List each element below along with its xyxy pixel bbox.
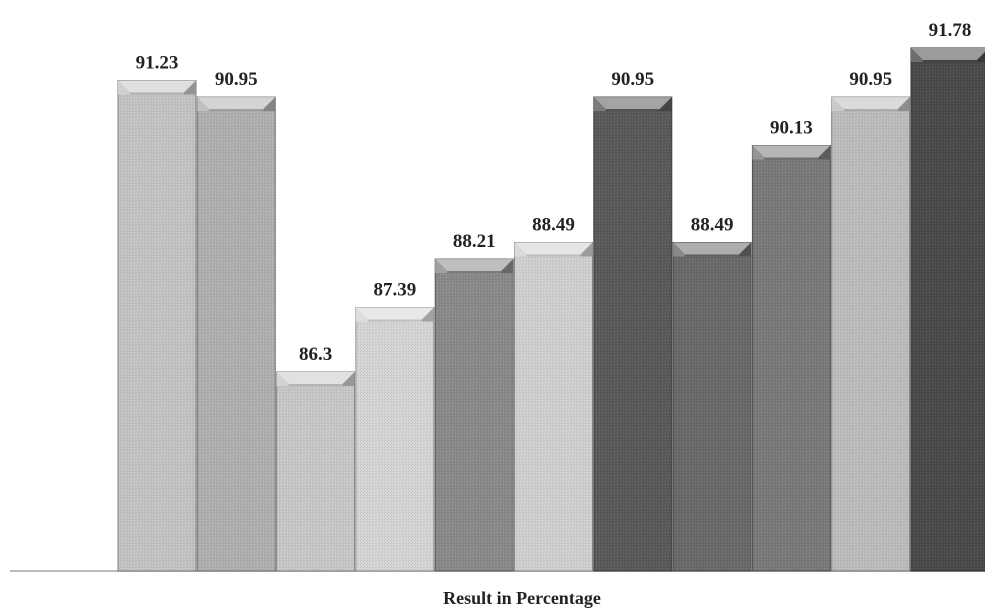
bar-3	[276, 371, 356, 572]
bar-bevel-right	[263, 97, 276, 112]
bar-bevel-top	[276, 372, 355, 384]
bar-bevel-top	[673, 242, 752, 255]
bar-bevel-right	[342, 372, 355, 386]
bar-texture	[435, 259, 514, 571]
bar-5	[434, 258, 514, 572]
bar-bevel-left	[911, 48, 923, 62]
bar-bevel-left	[276, 372, 289, 386]
bar-bevel-face	[288, 384, 343, 386]
bar-bevel-right	[739, 242, 752, 257]
bar-texture	[514, 242, 593, 571]
bar-value-label: 91.78	[929, 20, 972, 41]
x-axis-title: Result in Percentage	[443, 588, 601, 608]
bar-bevel-top	[831, 97, 910, 110]
bar-value-label: 90.95	[611, 69, 654, 90]
bar-bevel-left	[435, 259, 448, 274]
bar-bevel-face	[923, 60, 977, 62]
bar-bevel-face	[526, 254, 581, 257]
bar-value-label: 87.39	[374, 280, 417, 301]
bar-value-label: 88.21	[453, 231, 496, 252]
bar-texture	[276, 372, 355, 571]
bar-value-label: 88.49	[532, 215, 575, 236]
bar-bevel-top	[752, 145, 831, 158]
bar-bevel-right	[421, 307, 434, 322]
bar-7	[593, 96, 673, 572]
bar-bevel-left	[673, 242, 686, 257]
bar-value-label: 91.23	[136, 53, 179, 74]
bar-bevel-top	[118, 80, 196, 93]
bar-bevel-left	[118, 80, 130, 95]
bar-texture	[831, 97, 910, 571]
bar-texture	[118, 80, 196, 571]
bar-bevel-top	[593, 97, 672, 110]
bar-bevel-face	[367, 319, 422, 322]
bar-bevel-right	[659, 97, 672, 112]
bar-value-label: 88.49	[691, 215, 734, 236]
bar-texture	[355, 307, 434, 571]
bar-bevel-face	[130, 92, 184, 95]
bar-bevel-right	[580, 242, 593, 257]
bars-group	[117, 47, 985, 572]
bar-bevel-face	[843, 109, 898, 112]
bar-bevel-right	[897, 97, 910, 112]
value-labels-group: 91.23 90.95 86.3 87.39 88.21 88.49 90.95 88.49 9…	[136, 20, 972, 365]
bar-texture	[673, 242, 752, 571]
bar-texture	[752, 145, 831, 571]
bar-bevel-left	[752, 145, 765, 160]
bar-bevel-left	[593, 97, 606, 112]
bar-bevel-left	[197, 97, 210, 112]
bar-bevel-face	[685, 254, 740, 257]
bar-6	[514, 242, 593, 572]
bar-value-label: 90.13	[770, 118, 813, 139]
bar-bevel-right	[501, 259, 514, 274]
bar-bevel-top	[911, 48, 985, 60]
bar-texture	[911, 48, 985, 571]
bar-bevel-top	[197, 97, 276, 110]
bar-4	[355, 307, 435, 572]
bar-bevel-right	[818, 145, 831, 160]
bar-11	[910, 47, 985, 572]
bar-bevel-right	[184, 80, 196, 95]
bar-bevel-top	[435, 259, 514, 272]
bar-bevel-top	[355, 307, 434, 320]
bar-1	[117, 80, 197, 572]
bar-8	[672, 242, 752, 572]
bar-value-label: 90.95	[215, 69, 258, 90]
bar-bevel-face	[447, 271, 502, 274]
bar-bevel-top	[514, 242, 593, 255]
bar-bevel-right	[977, 52, 985, 62]
bar-bevel-left	[514, 242, 527, 257]
bar-value-label: 90.95	[849, 69, 892, 90]
bar-bevel-face	[209, 109, 264, 112]
bar-bevel-face	[764, 157, 819, 160]
bar-bevel-face	[605, 109, 660, 112]
bar-value-label: 86.3	[299, 344, 332, 365]
bar-bevel-left	[355, 307, 368, 322]
bar-texture	[197, 97, 276, 571]
bar-10	[831, 96, 911, 572]
bar-texture	[593, 97, 672, 571]
bar-2	[196, 96, 276, 572]
bar-9	[751, 145, 831, 572]
bar-bevel-left	[831, 97, 844, 112]
